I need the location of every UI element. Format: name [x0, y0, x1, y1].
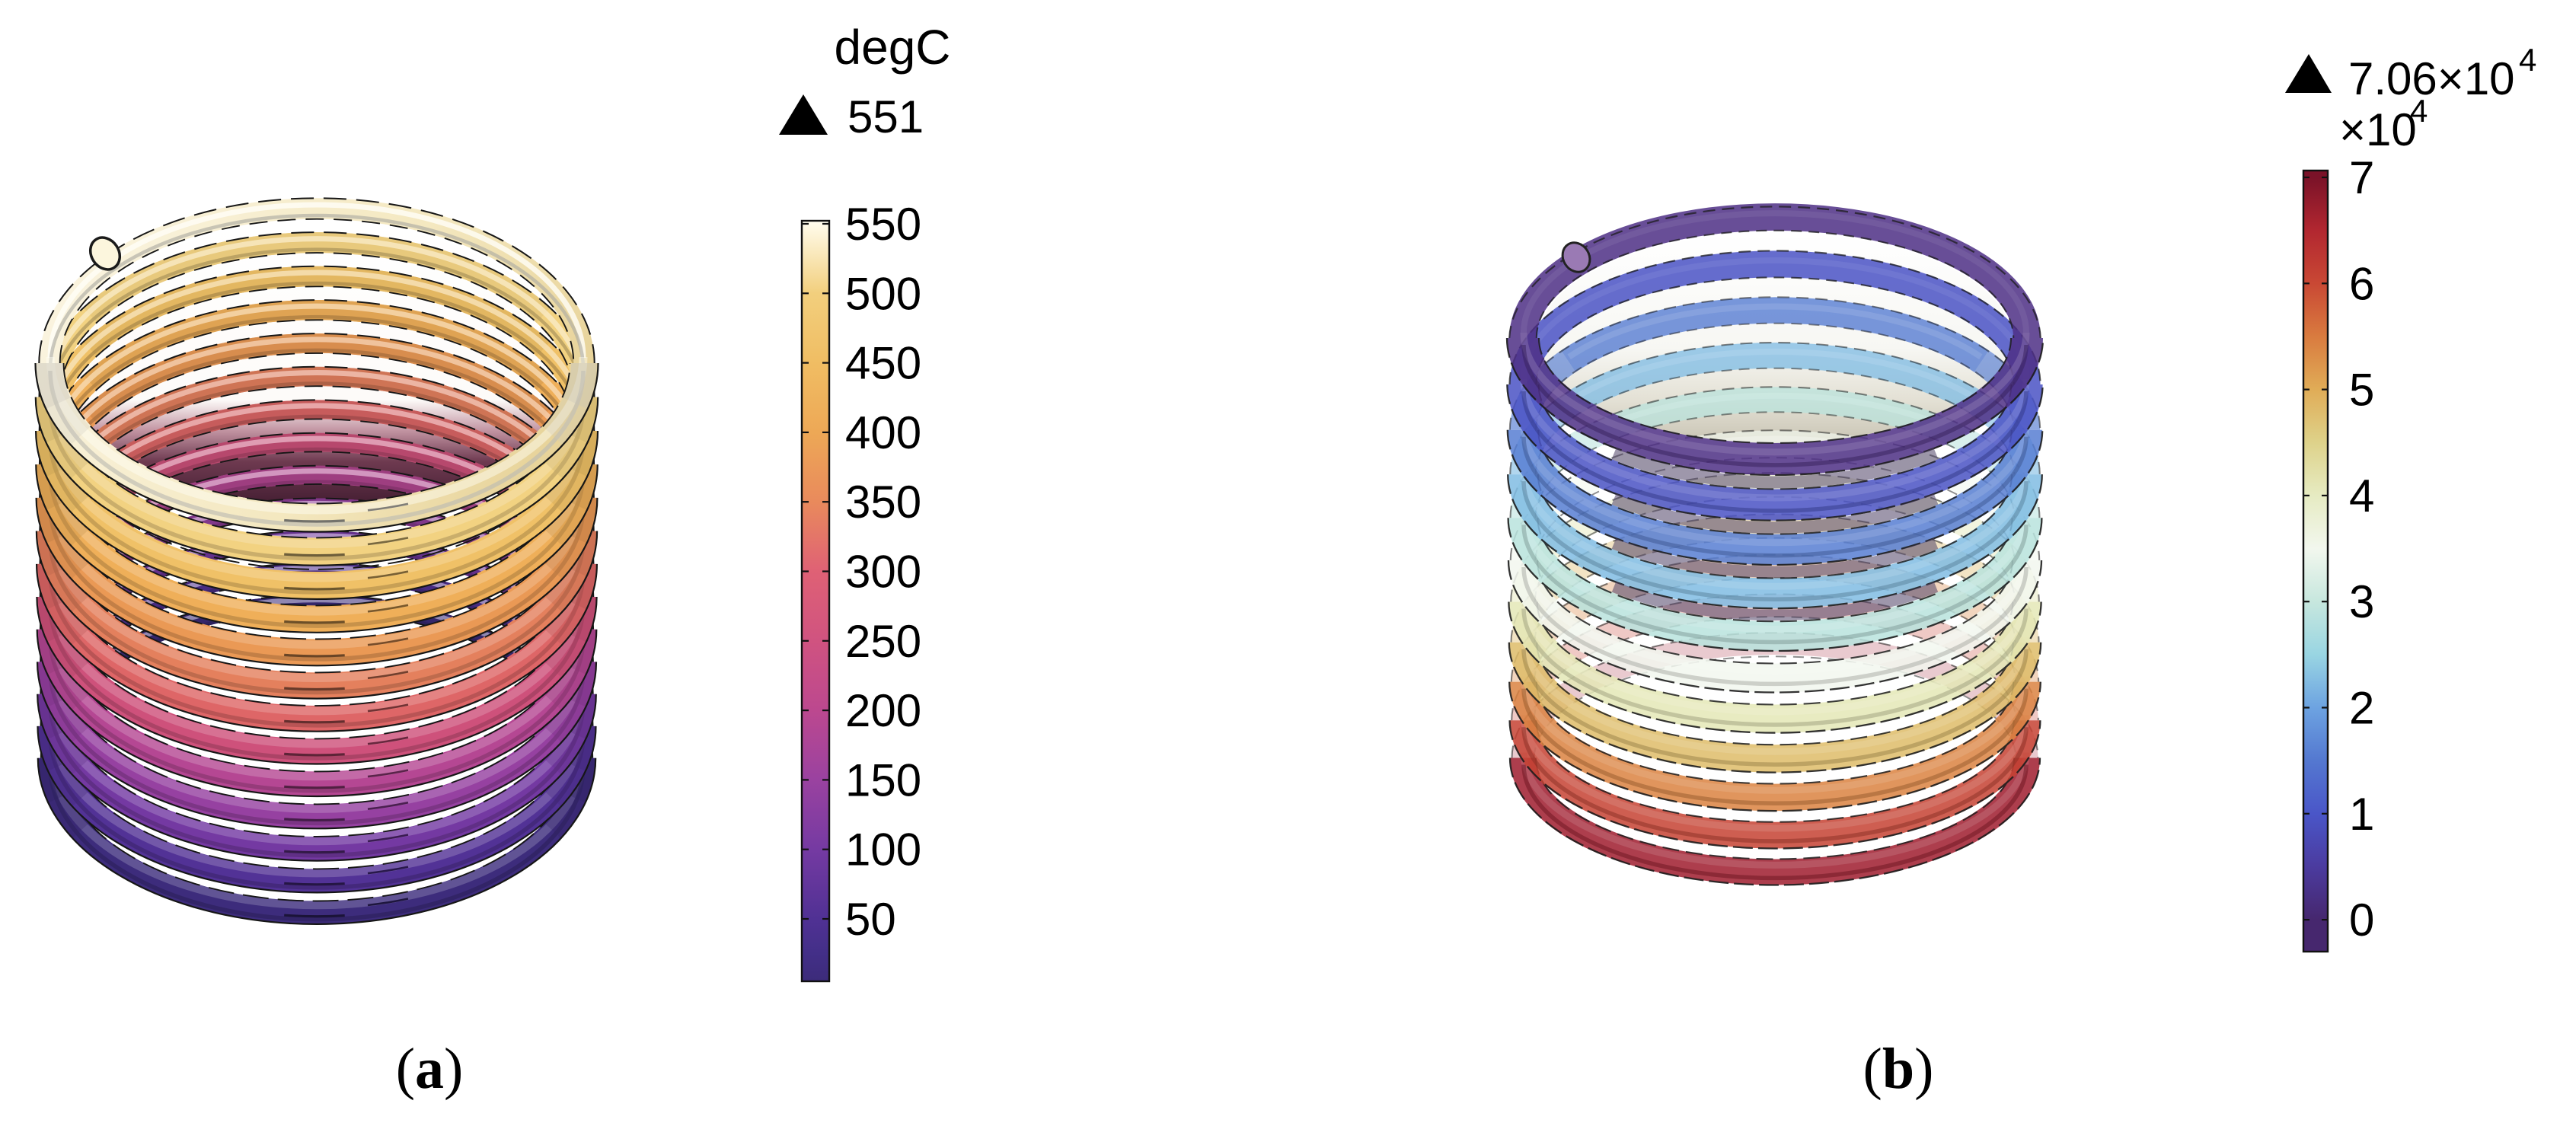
- svg-text:(b): (b): [1863, 1037, 1934, 1101]
- svg-text:551: 551: [847, 91, 924, 142]
- svg-text:1: 1: [2349, 789, 2374, 840]
- svg-text:550: 550: [845, 199, 921, 250]
- svg-text:7.06×10: 7.06×10: [2348, 53, 2515, 104]
- svg-text:250: 250: [845, 616, 921, 667]
- svg-text:7: 7: [2349, 152, 2374, 203]
- svg-text:5: 5: [2349, 365, 2374, 416]
- svg-text:(a): (a): [396, 1037, 464, 1101]
- svg-text:4: 4: [2349, 470, 2374, 521]
- svg-text:50: 50: [845, 894, 896, 945]
- svg-text:200: 200: [845, 685, 921, 736]
- svg-text:500: 500: [845, 268, 921, 319]
- svg-text:degC: degC: [835, 20, 951, 75]
- svg-text:150: 150: [845, 754, 921, 805]
- svg-text:450: 450: [845, 338, 921, 389]
- svg-text:0: 0: [2349, 895, 2374, 946]
- svg-text:6: 6: [2349, 258, 2374, 309]
- svg-text:2: 2: [2349, 683, 2374, 734]
- svg-text:400: 400: [845, 407, 921, 458]
- svg-text:350: 350: [845, 477, 921, 528]
- svg-text:4: 4: [2519, 42, 2536, 78]
- svg-text:100: 100: [845, 824, 921, 875]
- svg-text:4: 4: [2410, 93, 2428, 129]
- svg-text:300: 300: [845, 547, 921, 598]
- svg-text:3: 3: [2349, 576, 2374, 627]
- svg-text:×10: ×10: [2339, 104, 2417, 155]
